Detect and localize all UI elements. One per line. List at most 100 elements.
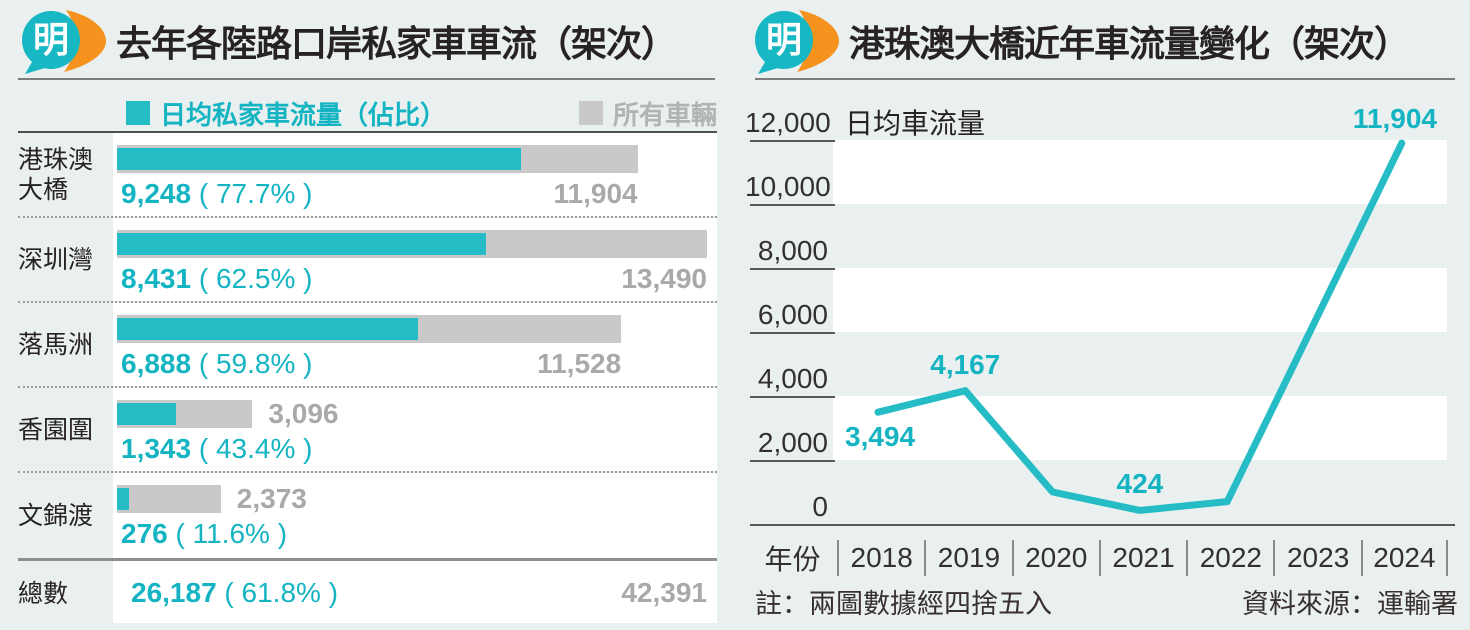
private-car-value: 8,431 ( 62.5% ) <box>121 263 313 294</box>
bar-track <box>117 230 707 258</box>
legend-swatch-all-icon <box>578 101 603 125</box>
total-row: 總數 26,187 ( 61.8% ) 42,391 <box>18 558 717 623</box>
row-category-label: 落馬洲 <box>18 330 94 359</box>
row-category-label: 香園圍 <box>18 415 94 444</box>
bar-track <box>117 145 707 173</box>
all-vehicles-value: 13,490 <box>621 263 707 294</box>
legend-swatch-private-icon <box>126 101 150 125</box>
point-label-2019: 4,167 <box>930 348 1001 380</box>
table-row: 香園圍 1,343 ( 43.4% ) 3,096 <box>18 388 717 473</box>
bar-private-cars <box>117 488 130 510</box>
y-tick-label: 6,000 <box>757 299 828 330</box>
bar-private-cars <box>117 403 176 425</box>
x-tick-2022: 2022 <box>1186 540 1273 576</box>
logo-bubble-tail <box>25 62 45 74</box>
table-row: 港珠澳大橋 9,248 ( 77.7% ) 11,904 <box>18 133 717 218</box>
row-content: 1,343 ( 43.4% ) 3,096 <box>113 388 717 471</box>
logo-bubble-tail <box>758 62 778 74</box>
y-tick-line <box>750 268 835 270</box>
all-vehicles-value: 11,904 <box>553 178 638 209</box>
bar-track <box>117 485 707 513</box>
left-panel-bar-chart: 明 去年各陸路口岸私家車車流（架次） 日均私家車流量（佔比） 所有車輛 港珠澳大… <box>18 6 717 623</box>
left-chart-title: 去年各陸路口岸私家車車流（架次） <box>116 23 677 64</box>
x-tick-2019: 2019 <box>924 540 1011 576</box>
point-label-2018: 3,494 <box>845 421 916 453</box>
row-category-label: 深圳灣 <box>18 245 94 274</box>
plot-band <box>833 268 1447 332</box>
data-source: 資料來源：運輸署 <box>1242 589 1458 619</box>
footnote: 註：兩圖數據經四捨五入 <box>755 589 1052 619</box>
bar-private-cars <box>117 148 522 170</box>
legend-item-all-vehicles: 所有車輛 <box>578 95 717 132</box>
legend-label-all: 所有車輛 <box>612 99 717 130</box>
y-tick-line <box>750 204 835 206</box>
row-content: 8,431 ( 62.5% ) 13,490 <box>113 218 717 301</box>
y-tick-label: 8,000 <box>757 235 828 266</box>
y-tick-label: 2,000 <box>757 427 828 458</box>
bar-track <box>117 400 707 428</box>
all-vehicles-value: 11,528 <box>537 348 622 379</box>
y-tick-label: 10,000 <box>745 171 831 202</box>
private-car-value: 276 ( 11.6% ) <box>121 518 288 549</box>
total-row-content: 26,187 ( 61.8% ) 42,391 <box>113 561 717 623</box>
private-car-value: 9,248 ( 77.7% ) <box>121 178 313 209</box>
right-chart-title: 港珠澳大橋近年車流量變化（架次） <box>849 23 1410 64</box>
total-private-value: 26,187 ( 61.8% ) <box>131 577 339 608</box>
row-category-label: 文錦渡 <box>18 501 94 530</box>
right-panel-line-chart: 明 港珠澳大橋近年車流量變化（架次） 日均車流量 3,494 4,167 424 11… <box>745 0 1470 630</box>
bar-private-cars <box>117 233 486 255</box>
logo-character: 明 <box>766 19 802 60</box>
x-tick-2023: 2023 <box>1273 540 1360 576</box>
private-car-value: 1,343 ( 43.4% ) <box>121 433 313 464</box>
logo-bubble <box>755 11 813 69</box>
row-content: 276 ( 11.6% ) 2,373 <box>113 473 717 558</box>
private-car-value: 6,888 ( 59.8% ) <box>121 348 313 379</box>
total-row-label: 總數 <box>18 580 69 608</box>
plot-band <box>833 140 1447 204</box>
x-tick-2021: 2021 <box>1098 540 1186 576</box>
total-all-vehicles-value: 42,391 <box>621 577 707 608</box>
point-label-2024: 11,904 <box>1352 103 1437 135</box>
row-content: 9,248 ( 77.7% ) 11,904 <box>113 133 717 216</box>
traffic-line-svg <box>874 139 1406 514</box>
traffic-line <box>874 139 1406 514</box>
x-tick-2020: 2020 <box>1011 540 1099 576</box>
bar-track <box>117 315 707 343</box>
bar-chart-table: 港珠澳大橋 9,248 ( 77.7% ) 11,904 深圳灣 8,431 (… <box>18 131 717 558</box>
bar-chart-legend: 日均私家車流量（佔比） 所有車輛 <box>18 98 717 130</box>
x-tick-2024: 2024 <box>1360 540 1449 576</box>
x-axis-baseline <box>750 524 1455 526</box>
y-tick-line <box>750 140 835 142</box>
y-tick-line <box>750 460 835 462</box>
logo-bubble <box>22 11 80 69</box>
table-row: 落馬洲 6,888 ( 59.8% ) 11,528 <box>18 303 717 388</box>
y-tick-line <box>750 396 835 398</box>
x-axis: 年份 2018 2019 2020 2021 2022 2023 2024 <box>748 540 1451 576</box>
point-label-2021: 424 <box>1116 468 1164 500</box>
all-vehicles-value: 2,373 <box>236 483 307 514</box>
left-chart-header: 明 去年各陸路口岸私家車車流（架次） <box>20 6 677 76</box>
right-chart-header: 明 港珠澳大橋近年車流量變化（架次） <box>753 6 1410 76</box>
line-chart-plot: 3,494 4,167 424 11,904 <box>833 103 1447 524</box>
y-tick-line <box>750 332 835 334</box>
logo-character: 明 <box>33 19 69 60</box>
plot-band <box>833 396 1447 460</box>
legend-label-private: 日均私家車流量（佔比） <box>160 99 447 130</box>
bar-all-vehicles <box>117 485 221 513</box>
all-vehicles-value: 3,096 <box>268 398 339 429</box>
y-tick-label: 4,000 <box>757 363 828 394</box>
y-tick-label: 0 <box>812 491 828 522</box>
table-row: 深圳灣 8,431 ( 62.5% ) 13,490 <box>18 218 717 303</box>
row-category-label: 港珠澳大橋 <box>18 145 94 204</box>
left-title-divider <box>18 78 715 80</box>
right-title-divider <box>755 78 1455 80</box>
legend-item-private-cars: 日均私家車流量（佔比） <box>126 95 446 132</box>
mingpao-logo: 明 <box>22 10 106 74</box>
y-axis-title: 日均車流量 <box>845 108 986 139</box>
mingpao-logo: 明 <box>755 10 839 74</box>
bar-private-cars <box>117 318 419 340</box>
x-axis-label: 年份 <box>764 544 821 575</box>
y-tick-label: 12,000 <box>745 107 831 138</box>
row-content: 6,888 ( 59.8% ) 11,528 <box>113 303 717 386</box>
